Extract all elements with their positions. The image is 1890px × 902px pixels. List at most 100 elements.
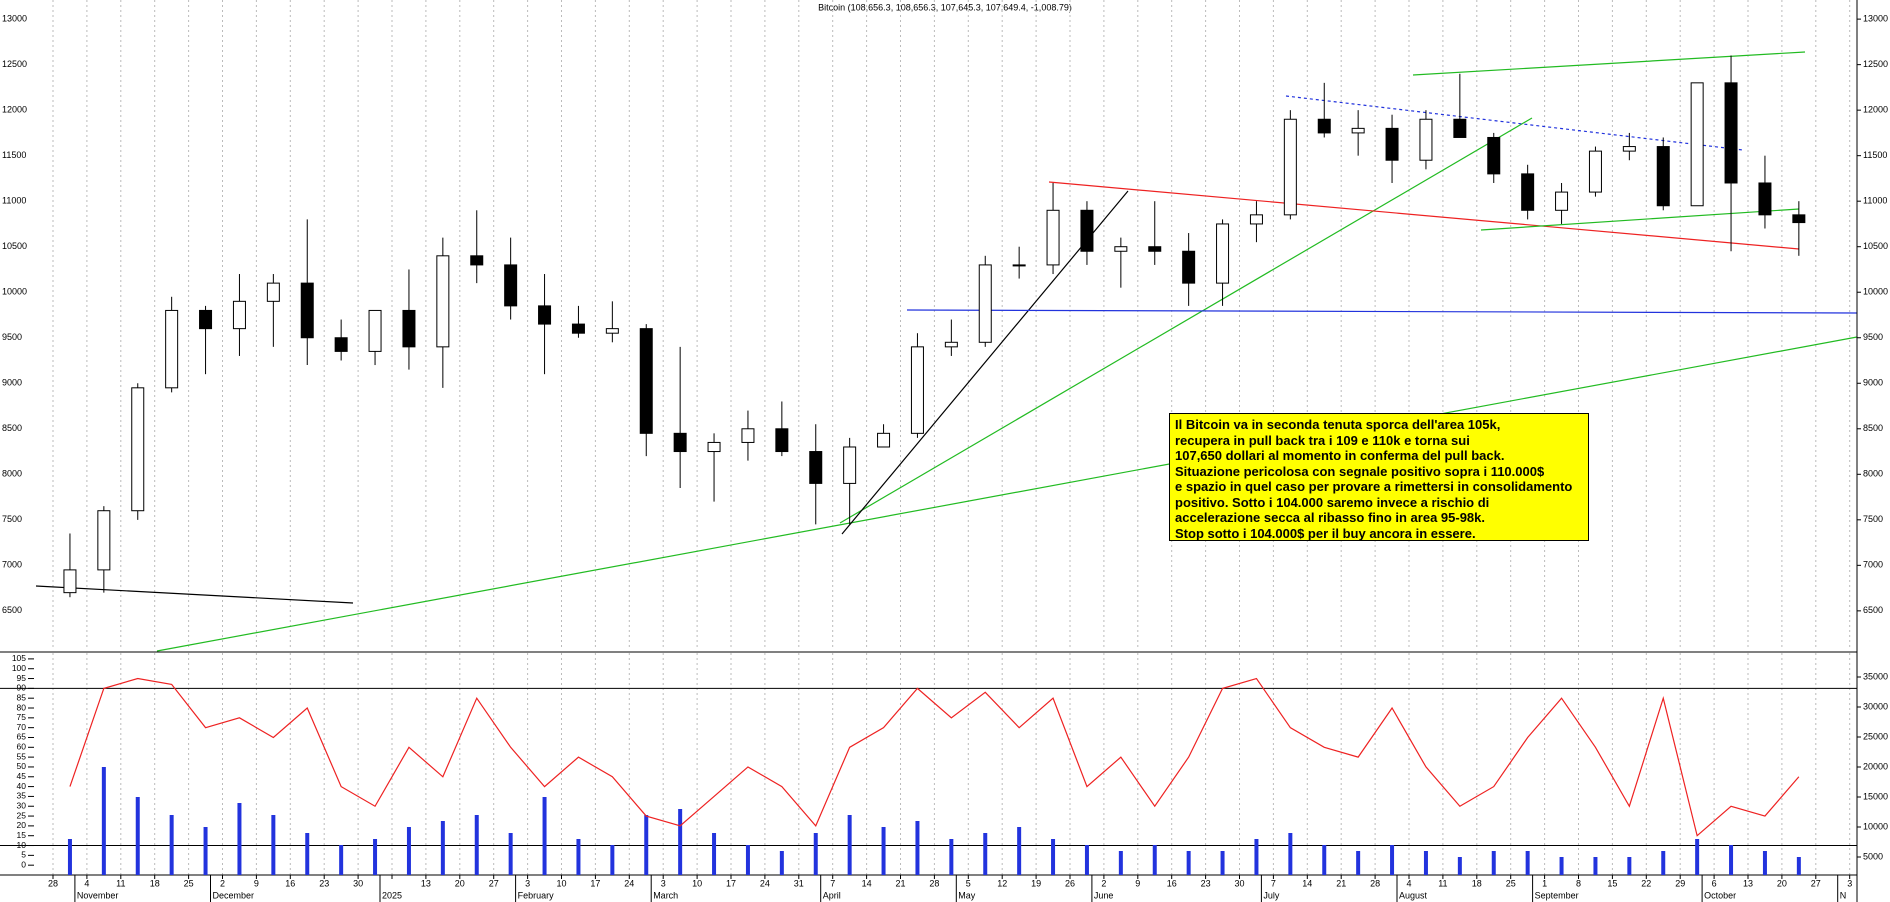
- month-label: November: [77, 890, 119, 900]
- volume-bar: [135, 797, 140, 875]
- volume-bar: [373, 839, 378, 875]
- y-tick-label: 8000: [1863, 469, 1883, 479]
- volume-bar: [712, 833, 717, 875]
- y-tick-label-left: 8500: [2, 423, 22, 433]
- candle-body: [538, 305, 552, 325]
- volume-bar: [440, 821, 445, 875]
- candle-body: [266, 282, 280, 302]
- candle-body: [97, 510, 111, 571]
- oscillator-line: [69, 677, 1800, 837]
- y-tick-label: 11000: [1863, 196, 1887, 206]
- x-tick-label: 20: [1777, 878, 1787, 888]
- x-tick-label: 11: [116, 878, 125, 888]
- y-tick-label: 100: [12, 663, 26, 673]
- trendline: [1048, 181, 1800, 250]
- candle-body: [639, 328, 653, 434]
- month-label: June: [1094, 890, 1114, 900]
- month-label: December: [213, 890, 255, 900]
- volume-bar: [1118, 851, 1123, 875]
- x-tick-label: 7: [1271, 878, 1276, 888]
- volume-bar: [779, 851, 784, 875]
- candle-body: [504, 264, 518, 307]
- y-tick-label: 40: [17, 781, 27, 791]
- volume-bar: [508, 833, 513, 875]
- volume-bar: [271, 815, 276, 875]
- candle-body: [809, 451, 823, 484]
- x-tick-label: 25: [184, 878, 194, 888]
- trendline: [156, 336, 1858, 652]
- candle-body: [1555, 191, 1569, 211]
- y-tick-label: 10000: [1863, 287, 1888, 297]
- month-label: September: [1535, 890, 1579, 900]
- volume-bar: [1695, 839, 1700, 875]
- annotation-line: positivo. Sotto i 104.000 saremo invece …: [1175, 494, 1490, 510]
- x-tick-label: 30: [353, 878, 363, 888]
- candle-body: [1249, 214, 1263, 225]
- y-tick-label: 10500: [1863, 241, 1888, 251]
- candle-body: [1453, 118, 1467, 138]
- annotation-line: recupera in pull back tra i 109 e 110k e…: [1175, 432, 1470, 448]
- volume-bar: [237, 803, 242, 875]
- volume-bar: [1390, 845, 1395, 875]
- candle-body: [334, 337, 348, 352]
- y-tick-label: 13000: [1863, 13, 1888, 23]
- volume-bar: [847, 815, 852, 875]
- volume-bar: [305, 833, 310, 875]
- x-tick-label: 6: [1712, 878, 1717, 888]
- y-tick-label: 12500: [1863, 59, 1888, 69]
- y-tick-label: 65: [17, 732, 27, 742]
- x-tick-label: 8: [1576, 878, 1581, 888]
- y-tick-label: 70: [17, 722, 27, 732]
- y-tick-label: 85: [17, 692, 27, 702]
- volume-bar: [949, 839, 954, 875]
- month-label: February: [518, 890, 555, 900]
- x-tick-label: 2: [1101, 878, 1106, 888]
- x-tick-label: 21: [1336, 878, 1346, 888]
- y-tick-label-left: 6500: [2, 605, 22, 615]
- volume-bar: [881, 827, 886, 875]
- x-tick-label: 4: [1406, 878, 1411, 888]
- y-tick-label: 7000: [1863, 560, 1883, 570]
- candle-body: [741, 428, 755, 443]
- month-label: August: [1399, 890, 1428, 900]
- x-tick-label: 31: [794, 878, 804, 888]
- y-tick-label: 7500: [1863, 514, 1883, 524]
- volume-bar: [644, 815, 649, 875]
- x-tick-label: 28: [48, 878, 58, 888]
- y-tick-label: 50: [17, 761, 27, 771]
- y-tick-label-left: 7000: [2, 560, 22, 570]
- chart-title: Bitcoin (108,656.3, 108,656.3, 107,645.3…: [818, 2, 1072, 12]
- candle-body: [1521, 173, 1535, 211]
- y-tick-label: 105: [12, 653, 26, 663]
- candle-body: [707, 441, 721, 453]
- annotation-line: Il Bitcoin va in seconda tenuta sporca d…: [1175, 417, 1501, 432]
- volume-bar: [339, 845, 344, 875]
- month-label: March: [653, 890, 678, 900]
- y-tick-label-left: 8000: [2, 469, 22, 479]
- candle-body: [944, 341, 958, 348]
- volume-bar: [1491, 851, 1496, 875]
- volume-bar: [1593, 857, 1598, 875]
- y-tick-label: 55: [17, 751, 27, 761]
- candle-body: [1622, 146, 1636, 152]
- y2-tick-label: 30000: [1863, 701, 1888, 711]
- month-label: 2025: [382, 890, 402, 900]
- volume-bar: [1186, 851, 1191, 875]
- candle-body: [199, 309, 213, 330]
- annotation-line: Stop sotto i 104.000$ per il buy ancora …: [1175, 525, 1476, 541]
- annotation-line: accelerazione secca al ribasso fino in a…: [1175, 510, 1486, 525]
- volume-bar: [678, 809, 683, 875]
- y-tick-label: 9500: [1863, 332, 1883, 342]
- x-tick-label: 9: [1135, 878, 1140, 888]
- y2-tick-label: 35000: [1863, 671, 1888, 681]
- candle-body: [232, 300, 246, 330]
- x-tick-label: 3: [1847, 878, 1852, 888]
- trendlines: [35, 51, 1858, 652]
- candle-body: [402, 309, 416, 348]
- candle-body: [1114, 246, 1128, 252]
- candle-body: [1792, 214, 1806, 224]
- annotation-line: e spazio in quel caso per provare a rime…: [1175, 479, 1573, 494]
- volume-bar: [1220, 851, 1225, 875]
- x-tick-label: 24: [760, 878, 770, 888]
